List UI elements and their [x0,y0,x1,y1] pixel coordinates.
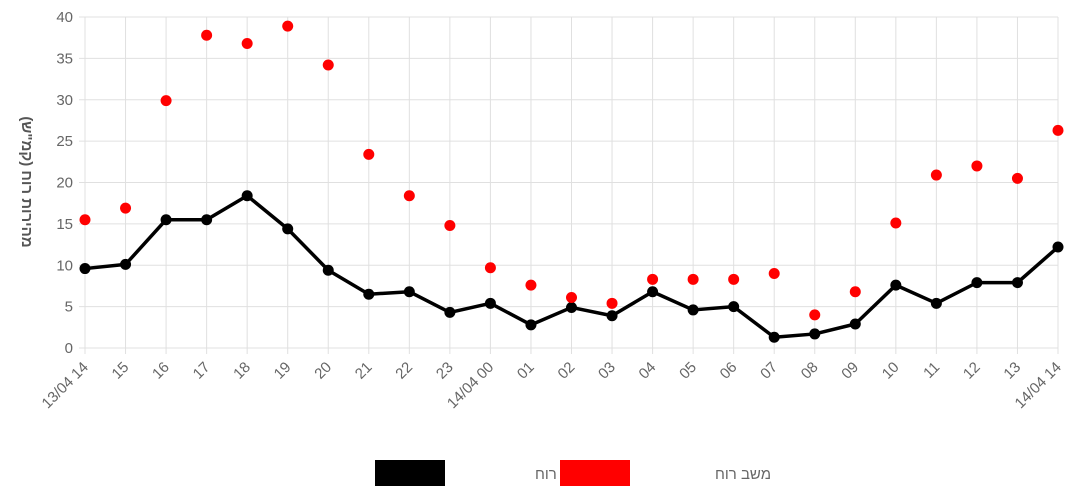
data-point [160,214,172,226]
series-0 [79,190,1064,343]
data-point [444,220,456,232]
x-tick-label: 05 [676,359,700,383]
x-tick-label: 18 [230,359,254,383]
y-tick-label: 35 [56,50,73,67]
data-point [809,328,821,340]
data-point [971,277,983,289]
data-point [120,258,132,270]
x-tick-label: 10 [879,359,903,383]
data-point [484,262,496,274]
data-point [79,214,91,226]
data-point [890,217,902,229]
data-point [322,59,334,71]
data-point [525,319,537,331]
data-point [849,286,861,298]
data-point [768,331,780,343]
data-point [930,297,942,309]
data-point [647,286,659,298]
data-point [971,160,983,172]
x-tick-label: 01 [514,359,538,383]
data-point [606,297,618,309]
data-point [79,263,91,275]
y-tick-label: 30 [56,92,73,109]
x-tick-label: 06 [717,359,741,383]
x-tick-label: 13/04 14 [39,359,92,412]
series [79,20,1064,343]
data-point [647,273,659,285]
y-tick-label: 20 [56,175,73,192]
data-point [890,279,902,291]
legend-item-1[interactable]: משב רוח [560,460,771,486]
data-point [282,20,294,32]
data-point [566,301,577,313]
data-point [403,190,415,202]
data-point [566,292,577,304]
data-point [728,301,740,313]
x-tick-label: 09 [838,359,862,383]
x-tick-label: 03 [595,359,619,383]
data-point [363,288,375,300]
data-point [728,273,740,285]
y-tick-label: 5 [65,299,73,316]
data-point [849,318,861,330]
legend-swatch [560,460,630,486]
x-tick-label: 21 [352,359,376,383]
y-tick-label: 40 [56,9,73,26]
y-axis-title: מהירות רוח (קמ"ש) [18,116,35,247]
data-point [201,214,213,226]
data-point [160,95,172,107]
data-point [282,223,294,235]
data-point [322,264,334,276]
x-tick-label: 17 [190,359,214,383]
x-tick-label: 07 [757,359,781,383]
x-tick-label: 20 [311,359,335,383]
data-point [201,29,213,41]
y-tick-label: 10 [56,257,73,274]
y-tick-label: 25 [56,133,73,150]
x-tick-label: 15 [109,359,133,383]
data-point [484,297,496,309]
data-point [403,286,415,298]
x-tick-label: 13 [1000,359,1024,383]
x-tick-label: 11 [920,359,943,382]
data-point [930,169,942,181]
data-point [444,306,456,318]
data-point [687,273,699,285]
data-point [1011,172,1023,184]
x-tick-label: 02 [555,359,579,383]
x-tick-label: 04 [636,359,660,383]
y-tick-label: 15 [56,216,73,233]
x-tick-label: 12 [960,359,984,383]
x-tick-label: 23 [433,359,457,383]
data-point [606,310,618,322]
data-point [687,304,699,316]
data-point [241,37,253,49]
data-point [1011,277,1023,289]
series-1 [79,20,1064,321]
x-tick-label: 22 [392,359,416,383]
y-tick-label: 0 [65,340,73,357]
data-point [120,202,132,214]
data-point [525,279,537,291]
data-point [809,309,821,321]
legend-label: משב רוח [715,466,771,483]
data-point [241,190,253,202]
data-point [768,268,780,280]
legend-swatch [375,460,445,486]
x-tick-label: 16 [149,359,173,383]
x-tick-label: 08 [798,359,822,383]
x-tick-label: 19 [271,359,295,383]
data-point [363,148,375,160]
data-point [1052,124,1064,136]
data-point [1052,241,1064,253]
